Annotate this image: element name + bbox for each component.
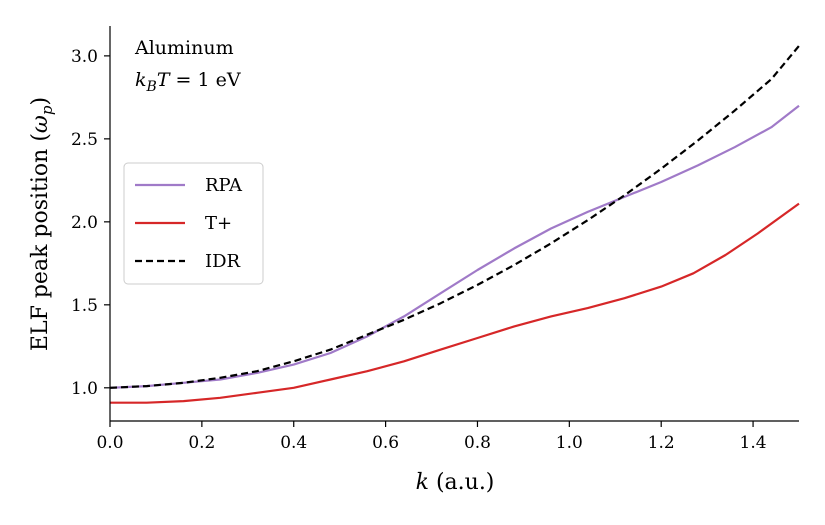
x-axis-label: k (a.u.) xyxy=(416,470,495,495)
series-line-t- xyxy=(110,202,800,404)
annotation-material: Aluminum xyxy=(134,37,234,59)
y-tick-label: 1.5 xyxy=(71,296,98,316)
x-tick-label: 0.6 xyxy=(372,433,399,453)
y-ticks: 1.0 1.5 2.0 2.5 3.0 xyxy=(71,47,110,399)
legend: RPA T+ IDR xyxy=(123,162,264,285)
y-tick-label: 1.0 xyxy=(71,379,98,399)
legend-label: RPA xyxy=(205,175,243,196)
y-tick-label: 2.5 xyxy=(71,130,98,150)
axes: 0.0 0.2 0.4 0.6 0.8 1.0 1.2 1.4 1.0 1.5 2.0 2.5 3.0 xyxy=(71,26,799,453)
x-tick-label: 1.2 xyxy=(648,433,675,453)
y-axis-label: ELF peak position (ωp) xyxy=(28,97,56,351)
x-tick-label: 0.4 xyxy=(280,433,307,453)
legend-label: T+ xyxy=(205,213,232,234)
legend-items: RPA T+ IDR xyxy=(135,175,243,272)
x-ticks: 0.0 0.2 0.4 0.6 0.8 1.0 1.2 1.4 xyxy=(96,421,767,453)
x-tick-label: 0.8 xyxy=(464,433,491,453)
x-tick-label: 0.2 xyxy=(188,433,215,453)
x-tick-label: 1.4 xyxy=(740,433,767,453)
legend-label: IDR xyxy=(205,251,241,272)
legend-box xyxy=(123,162,264,285)
y-tick-label: 3.0 xyxy=(71,47,98,67)
series-layer xyxy=(109,45,800,404)
x-tick-label: 1.0 xyxy=(556,433,583,453)
plot-area xyxy=(109,45,800,404)
y-tick-label: 2.0 xyxy=(71,213,98,233)
annotation-temperature: kBT = 1 eV xyxy=(135,69,241,95)
x-tick-label: 0.0 xyxy=(96,433,123,453)
series-line-idr xyxy=(109,45,800,389)
series-line-rpa xyxy=(109,104,800,389)
